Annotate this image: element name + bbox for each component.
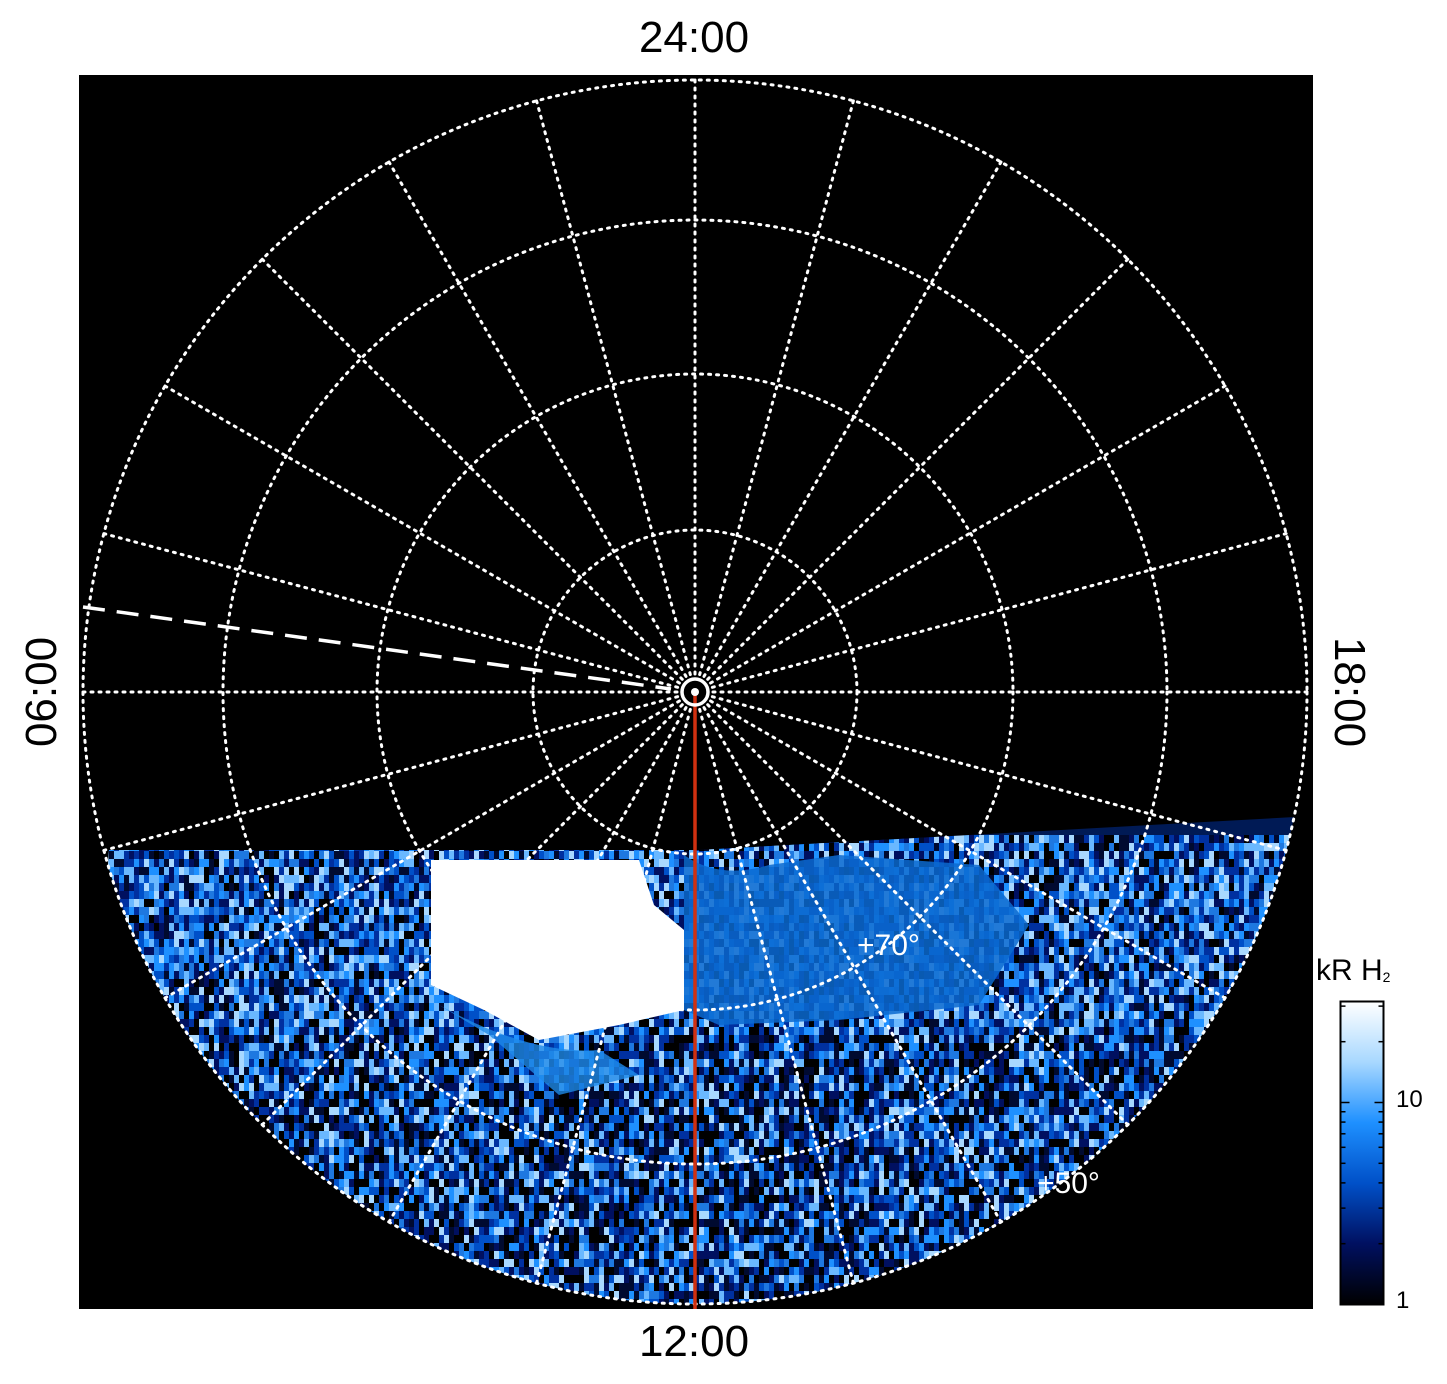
latitude-label-50: +50° (1037, 1167, 1100, 1200)
meridian-line (260, 257, 684, 681)
colorbar-ticks (1340, 1005, 1384, 1306)
dayside-oval-lower (439, 1005, 639, 1095)
local-time-label-24: 24:00 (638, 13, 750, 62)
meridian-line (102, 695, 680, 852)
pole-marker-outer (680, 677, 710, 707)
colorbar-title-subscript: 2 (1382, 969, 1391, 985)
meridian-line (709, 699, 1227, 1000)
colorbar-tick-1: 1 (1396, 1287, 1410, 1314)
meridian-line (710, 532, 1288, 689)
meridian-line (698, 99, 855, 677)
colorbar-gradient (1339, 1000, 1385, 1306)
meridian-line (698, 707, 855, 1285)
colorbar-title-text: kR H (1316, 954, 1383, 987)
meridian-line (702, 706, 1003, 1224)
meridian-line (163, 699, 681, 1000)
auroral-bright-region (431, 860, 684, 1040)
meridian-line (706, 257, 1130, 681)
meridian-line (387, 160, 688, 678)
meridian-line (260, 703, 684, 1127)
meridian-line (102, 532, 680, 689)
meridian-line (709, 384, 1227, 685)
polar-svg (81, 78, 1309, 1309)
local-time-label-12: 12:00 (638, 1317, 750, 1366)
polar-projection-plot: +70° +50° (79, 75, 1313, 1309)
latitude-label-70: +70° (857, 929, 920, 962)
meridian-line (535, 99, 692, 677)
colorbar (1339, 1000, 1385, 1306)
dashed-meridian-line (82, 605, 672, 691)
meridian-line (163, 384, 681, 685)
local-time-label-06: 06:00 (17, 636, 66, 748)
latitude-circle (221, 218, 1169, 1166)
meridian-line (710, 695, 1288, 852)
meridian-line (535, 707, 692, 1285)
meridian-line (387, 706, 688, 1224)
colorbar-title: kR H2 (1316, 956, 1390, 986)
local-time-label-18: 18:00 (1325, 636, 1374, 748)
auroral-blue-band (684, 855, 1029, 1025)
colorbar-tick-10: 10 (1396, 1086, 1423, 1113)
meridian-line (706, 703, 1130, 1127)
meridian-line (702, 160, 1003, 678)
pole-marker-inner (691, 688, 699, 696)
